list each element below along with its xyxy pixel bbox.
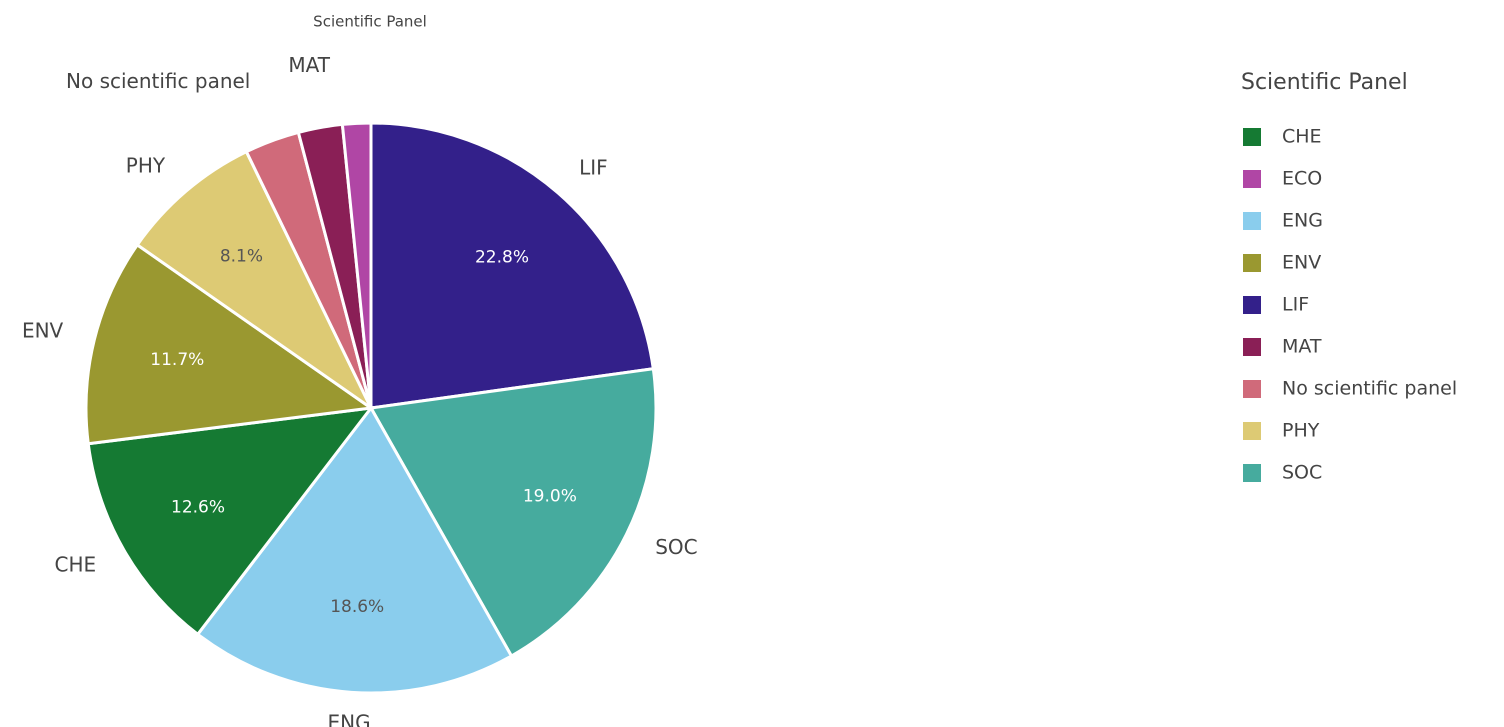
- slice-label: ENV: [22, 319, 64, 343]
- legend-swatch: [1243, 128, 1261, 146]
- slice-label: ENG: [328, 711, 371, 727]
- chart-title: Scientific Panel: [313, 13, 427, 31]
- pie-slice: [369, 121, 655, 410]
- value-label: 18.6%: [330, 597, 384, 617]
- legend-label: No scientific panel: [1282, 378, 1457, 400]
- pie-slice: [368, 367, 658, 659]
- pie-slice: [84, 242, 376, 446]
- value-label: 11.7%: [150, 350, 204, 370]
- legend-swatch: [1243, 254, 1261, 272]
- pie-slice: [195, 405, 514, 695]
- legend-label: MAT: [1282, 336, 1322, 358]
- slice-label: SOC: [655, 535, 697, 559]
- legend-label: ENG: [1282, 210, 1323, 232]
- value-label: 19.0%: [523, 486, 577, 506]
- legend-swatch: [1243, 380, 1261, 398]
- legend-label: ECO: [1282, 168, 1322, 190]
- legend-swatch: [1243, 422, 1261, 440]
- value-label: 12.6%: [171, 497, 225, 517]
- slice-label: No scientific panel: [66, 69, 250, 93]
- legend-label: CHE: [1282, 126, 1322, 148]
- legend-swatch: [1243, 212, 1261, 230]
- slice-label: LIF: [579, 155, 608, 179]
- pie-slice: [340, 121, 373, 409]
- slice-label: MAT: [288, 53, 330, 77]
- slice-label: PHY: [126, 153, 166, 177]
- pie-slice: [135, 149, 375, 413]
- legend-label: LIF: [1282, 294, 1309, 316]
- legend-label: SOC: [1282, 462, 1322, 484]
- legend-swatch: [1243, 296, 1261, 314]
- value-label: 22.8%: [475, 248, 529, 268]
- legend-title: Scientific Panel: [1241, 70, 1408, 95]
- legend-label: PHY: [1282, 420, 1320, 442]
- legend-label: ENV: [1282, 252, 1321, 274]
- legend-swatch: [1243, 464, 1261, 482]
- legend-swatch: [1243, 170, 1261, 188]
- value-label: 8.1%: [220, 246, 263, 266]
- legend-swatch: [1243, 338, 1261, 356]
- slice-label: CHE: [54, 552, 96, 576]
- pie-slice: [86, 406, 375, 637]
